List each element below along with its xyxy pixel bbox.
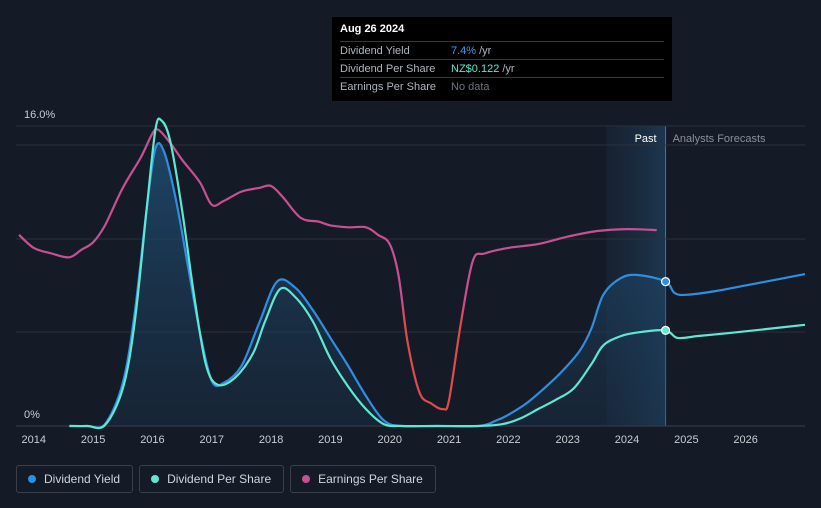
past-label: Past (635, 133, 657, 145)
x-tick-label: 2022 (496, 434, 520, 446)
tooltip-row-earnings-per-share: Earnings Per Share No data (340, 78, 664, 95)
highlight-points (660, 277, 671, 335)
dividend-yield-area (69, 143, 666, 428)
x-tick-label: 2024 (615, 434, 639, 446)
legend-item-earnings-per-share[interactable]: Earnings Per Share (290, 465, 436, 493)
dividend-yield-line (69, 142, 806, 429)
y-axis-ticks: 16.0% 0% (24, 109, 55, 421)
tooltip-label: Dividend Per Share (340, 62, 436, 75)
tooltip-unit: /yr (502, 62, 515, 75)
series-lines (18, 117, 806, 430)
legend-label: Earnings Per Share (318, 472, 423, 486)
x-tick-label: 2017 (200, 434, 224, 446)
x-tick-label: 2014 (22, 434, 46, 446)
tooltip-value: 7.4% (451, 44, 477, 57)
legend-dot-dividend-per-share (151, 475, 160, 483)
x-tick-label: 2016 (140, 434, 164, 446)
x-tick-label: 2019 (318, 434, 342, 446)
earnings-per-share-line (18, 127, 657, 411)
x-tick-label: 2015 (81, 434, 105, 446)
legend-item-dividend-per-share[interactable]: Dividend Per Share (139, 465, 285, 493)
tooltip-row-dividend-per-share: Dividend Per Share NZ$0.122 /yr (340, 60, 664, 78)
tooltip-label: Dividend Yield (340, 44, 410, 57)
x-axis-ticks: 2014 2015 2016 2017 2018 2019 2020 2021 2022 2023… (22, 434, 758, 446)
y-tick-label: 0% (24, 409, 40, 421)
legend-dot-dividend-yield (28, 475, 36, 483)
legend-item-dividend-yield[interactable]: Dividend Yield (16, 465, 134, 493)
x-tick-label: 2026 (733, 434, 757, 446)
tooltip: Aug 26 2024 Dividend Yield 7.4% /yr Divi… (332, 17, 672, 101)
legend-label: Dividend Yield (44, 472, 121, 486)
legend-dot-earnings-per-share (302, 475, 311, 483)
legend-label: Dividend Per Share (167, 472, 272, 486)
x-tick-label: 2025 (674, 434, 698, 446)
tooltip-date: Aug 26 2024 (340, 23, 664, 42)
dividend-area (69, 143, 666, 428)
tooltip-row-dividend-yield: Dividend Yield 7.4% /yr (340, 42, 664, 60)
y-tick-label: 16.0% (24, 109, 55, 121)
tooltip-value: NZ$0.122 (451, 62, 500, 75)
tooltip-value: No data (451, 80, 490, 93)
highlight-point (660, 325, 671, 335)
forecast-label: Analysts Forecasts (673, 133, 766, 145)
dividend-per-share-line (69, 117, 806, 430)
tooltip-label: Earnings Per Share (340, 80, 436, 93)
tooltip-unit: /yr (479, 44, 492, 57)
x-tick-label: 2018 (259, 434, 283, 446)
x-tick-label: 2023 (555, 434, 579, 446)
legend: Dividend Yield Dividend Per Share Earnin… (16, 465, 436, 493)
x-tick-label: 2021 (437, 434, 461, 446)
highlight-point (660, 277, 671, 287)
x-tick-label: 2020 (377, 434, 401, 446)
